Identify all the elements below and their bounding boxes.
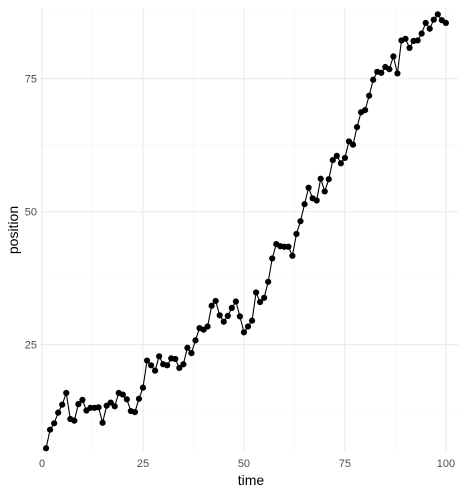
x-tick-label: 25 xyxy=(137,458,149,470)
x-tick-label: 0 xyxy=(39,458,45,470)
data-point xyxy=(63,389,70,397)
data-point xyxy=(297,218,304,225)
data-point xyxy=(123,396,130,403)
data-point xyxy=(442,19,449,26)
data-point xyxy=(362,106,369,114)
data-point xyxy=(418,30,425,37)
data-point xyxy=(143,357,151,364)
data-point xyxy=(220,318,227,325)
data-point xyxy=(139,384,147,391)
grid xyxy=(40,8,458,452)
data-point xyxy=(325,176,332,183)
y-axis-title: position xyxy=(5,206,21,254)
data-points xyxy=(42,11,449,452)
data-point xyxy=(317,175,324,182)
data-point xyxy=(111,403,118,410)
x-axis-title: time xyxy=(238,472,265,488)
data-point xyxy=(378,69,385,76)
data-point xyxy=(349,141,357,148)
data-point xyxy=(236,313,244,320)
x-tick-label: 75 xyxy=(339,458,351,470)
data-point xyxy=(321,188,328,195)
data-point xyxy=(329,156,336,164)
data-point xyxy=(212,297,219,305)
data-point xyxy=(131,409,139,416)
data-point xyxy=(42,445,50,452)
data-point xyxy=(232,298,239,305)
data-point xyxy=(184,344,191,351)
data-point xyxy=(301,201,308,208)
data-point xyxy=(285,243,292,250)
data-point xyxy=(366,92,373,99)
data-point xyxy=(51,420,58,427)
data-point xyxy=(333,152,340,159)
data-point xyxy=(147,362,155,369)
data-point xyxy=(337,160,344,167)
y-tick-label: 25 xyxy=(25,340,37,352)
data-point xyxy=(180,361,187,368)
data-point xyxy=(406,44,413,51)
data-point xyxy=(265,278,272,285)
data-point xyxy=(394,70,401,77)
data-point xyxy=(176,364,183,372)
data-point xyxy=(107,399,114,406)
data-point xyxy=(341,154,349,162)
data-point xyxy=(208,302,215,309)
x-tick-label: 50 xyxy=(238,458,250,470)
data-point xyxy=(228,304,235,311)
data-point xyxy=(422,19,429,26)
y-tick-label: 75 xyxy=(25,74,37,86)
data-point xyxy=(99,419,106,426)
data-point xyxy=(71,417,78,424)
data-point xyxy=(426,25,433,32)
series-line xyxy=(45,13,447,449)
data-point xyxy=(386,66,393,73)
data-point xyxy=(414,37,421,44)
data-point xyxy=(244,323,252,330)
data-point xyxy=(152,367,159,374)
data-point xyxy=(252,289,260,296)
data-point xyxy=(257,298,264,306)
x-axis-tick-labels: 0 25 50 75 100 xyxy=(39,458,455,470)
data-point xyxy=(261,294,268,301)
series-line-layer xyxy=(45,13,447,449)
data-point xyxy=(248,317,256,324)
data-point xyxy=(95,404,102,411)
data-point xyxy=(204,323,211,330)
data-point xyxy=(390,53,397,60)
x-tick-label: 100 xyxy=(437,458,455,470)
data-point xyxy=(269,255,276,262)
data-point xyxy=(135,395,143,402)
data-point xyxy=(172,355,179,363)
data-point xyxy=(192,337,199,344)
data-point xyxy=(293,230,300,238)
data-point xyxy=(59,401,66,408)
data-point xyxy=(119,391,126,398)
y-axis-tick-labels: 25 50 75 xyxy=(25,74,37,352)
data-point xyxy=(47,426,54,433)
data-point xyxy=(156,353,163,360)
data-point xyxy=(430,16,437,23)
data-point xyxy=(313,197,320,204)
data-point xyxy=(434,11,441,18)
data-point xyxy=(224,312,231,319)
data-point xyxy=(79,396,86,403)
data-point xyxy=(240,329,248,336)
data-point xyxy=(216,312,223,319)
y-tick-label: 50 xyxy=(25,207,37,219)
data-point xyxy=(164,362,171,369)
data-point xyxy=(402,35,409,42)
data-point xyxy=(305,184,312,191)
data-point xyxy=(55,409,62,416)
data-point xyxy=(353,124,361,131)
data-point xyxy=(188,350,195,357)
data-point xyxy=(75,401,82,408)
data-point xyxy=(289,252,296,259)
data-point xyxy=(370,76,377,83)
